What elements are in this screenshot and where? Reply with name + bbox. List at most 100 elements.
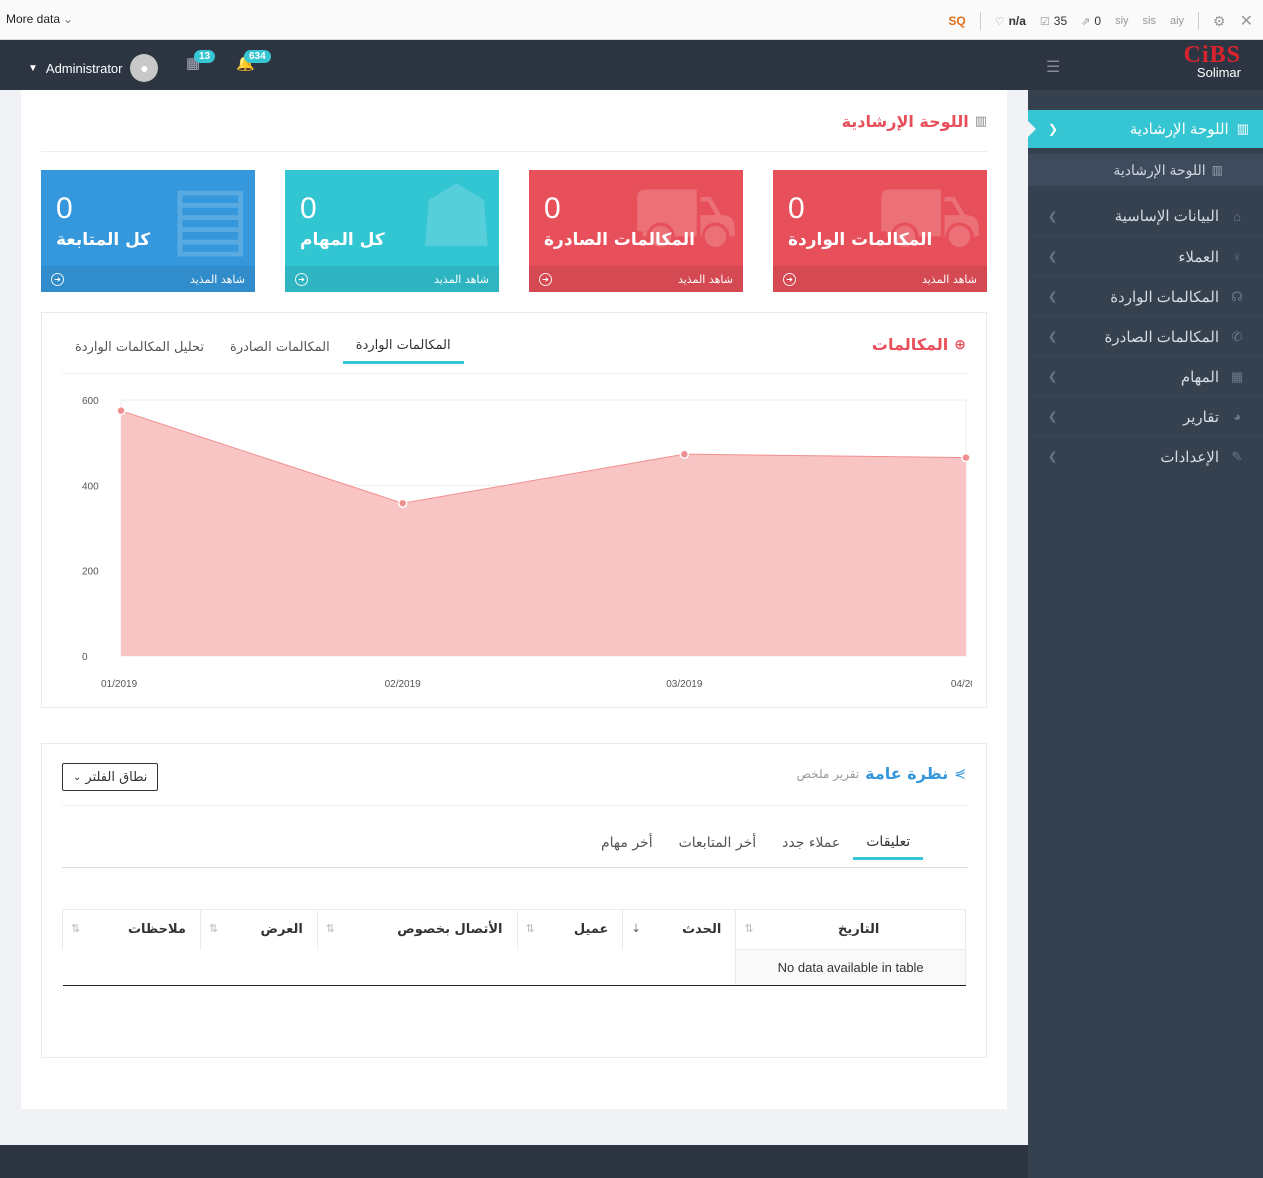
sidebar-item-basic-data[interactable]: ❮ البيانات الإساسية ⌂: [1028, 196, 1263, 236]
chevron-left-icon: ❮: [1048, 251, 1058, 263]
stat-label: كل المتابعة: [56, 230, 151, 250]
x-tick-label: 01/2019: [101, 679, 138, 690]
avatar[interactable]: ●: [130, 54, 159, 82]
x-tick-label: 04/2019: [951, 679, 972, 690]
tab-outgoing-calls[interactable]: المكالمات الصادرة: [230, 339, 330, 355]
stat-value: 0: [544, 192, 561, 225]
y-tick-label: 0: [82, 652, 88, 663]
overview-panel: تقرير ملخص نظرة عامة ⋞ ⌄ نطاق الفلتر أخر…: [41, 743, 987, 1058]
bar-chart-icon: ▥: [974, 114, 987, 129]
stat-card-all-followups[interactable]: ▤ 0 كل المتابعة ➜ شاهد المذيد: [41, 170, 255, 292]
user-name: Administrator: [45, 60, 123, 76]
tasks-badge: 13: [194, 50, 216, 63]
see-more-link[interactable]: ➜ شاهد المذيد: [529, 266, 743, 292]
tab-new-customers[interactable]: عملاء جدد: [782, 835, 841, 851]
tasks-button[interactable]: ▦ 13: [186, 50, 216, 72]
chart-point[interactable]: [397, 498, 408, 509]
seo-metric-aiy[interactable]: aiy: [1169, 15, 1185, 27]
seo-metric-index[interactable]: ☑ 35: [1039, 14, 1068, 28]
filter-range-button[interactable]: ⌄ نطاق الفلتر: [62, 763, 159, 791]
chart-line: [120, 410, 967, 504]
sidebar-item-dashboard[interactable]: ❯ اللوحة الإرشادية ▥: [1028, 110, 1263, 148]
chart-point[interactable]: [961, 452, 971, 463]
page-title: اللوحة الإرشادية ▥: [841, 112, 987, 131]
chevron-left-icon: ❯: [1048, 122, 1059, 136]
stat-value: 0: [56, 192, 73, 225]
tab-latest-followups[interactable]: أخر المتابعات: [678, 835, 757, 851]
see-more-link[interactable]: ➜ شاهد المذيد: [773, 266, 987, 292]
stat-card-all-tasks[interactable]: ☗ 0 كل المهام ➜ شاهد المذيد: [285, 170, 499, 292]
divider: [979, 12, 981, 30]
column-header-customer[interactable]: ⇅ عميل: [516, 909, 623, 950]
stat-card-incoming-calls[interactable]: ⛟ 0 المكالمات الواردة ➜ شاهد المذيد: [773, 170, 987, 292]
seo-metric-rank[interactable]: ♡ n/a: [994, 14, 1026, 28]
overview-heading: نظرة عامة: [865, 764, 949, 783]
close-icon[interactable]: ✕: [1239, 13, 1253, 30]
menu-toggle-icon[interactable]: ☰: [1046, 59, 1061, 76]
chart-area: [121, 410, 966, 656]
tab-incoming-calls[interactable]: المكالمات الواردة: [342, 330, 464, 364]
user-menu[interactable]: ▼ Administrator ●: [28, 54, 159, 82]
sidebar: ❯ اللوحة الإرشادية ▥ اللوحة الإرشادية ▥ …: [1028, 90, 1263, 1178]
stat-label: كل المهام: [300, 230, 385, 250]
sidebar-subitem-dashboard[interactable]: اللوحة الإرشادية ▥: [1028, 154, 1263, 186]
chart-point[interactable]: [679, 449, 690, 459]
calls-panel: المكالمات ⊕ تحليل المكالمات الواردة المك…: [41, 312, 987, 708]
active-notch: [1028, 121, 1036, 137]
chevron-left-icon: ❮: [1048, 451, 1058, 463]
see-more-link[interactable]: ➜ شاهد المذيد: [285, 266, 499, 292]
stat-value: 0: [788, 192, 805, 225]
y-tick-label: 400: [82, 481, 99, 492]
sort-desc-icon: ⇣: [631, 922, 641, 935]
chevron-left-icon: ❮: [1048, 411, 1058, 423]
seo-metric-links[interactable]: ⇗ 0: [1081, 14, 1102, 28]
divider: [62, 867, 968, 868]
seo-toolbar: More data ⌄ SQ ♡ n/a ☑ 35 ⇗ 0 siy sis aiy ⚙ …: [0, 0, 1263, 40]
phone-icon: ✆: [1231, 328, 1243, 344]
sidebar-item-settings[interactable]: ❮ الإعدادات ✎: [1028, 436, 1263, 476]
overview-title: تقرير ملخص نظرة عامة ⋞: [797, 764, 967, 783]
sort-icon: ⇅: [325, 922, 336, 935]
chevron-left-icon: ❮: [1048, 291, 1058, 303]
wrench-icon: ✎: [1231, 448, 1243, 464]
chevron-left-icon: ❮: [1048, 371, 1058, 383]
notifications-button[interactable]: 🔔 634: [236, 50, 271, 72]
chart-point[interactable]: [116, 405, 126, 416]
column-header-contact-about[interactable]: ⇅ الأتصال بخصوص: [316, 909, 518, 950]
tab-latest-tasks[interactable]: أخر مهام: [601, 835, 653, 851]
seo-metric-siy[interactable]: siy: [1115, 15, 1129, 27]
divider: [62, 805, 968, 806]
globe-icon: ⊕: [954, 336, 966, 353]
column-header-date[interactable]: ⇅ التاريخ: [735, 909, 966, 950]
logo[interactable]: CiBS Solimar: [1184, 42, 1241, 80]
tab-incoming-analysis[interactable]: تحليل المكالمات الواردة: [75, 339, 205, 355]
bar-chart-icon: ▥: [1211, 163, 1223, 177]
calls-area-chart: 0 200 400 600 01/2019 02/2019 03/2019 04/2019: [82, 396, 972, 690]
notifications-badge: 634: [244, 50, 271, 63]
index-icon: ☑: [1039, 15, 1050, 28]
stat-value: 0: [300, 192, 317, 225]
see-more-link[interactable]: ➜ شاهد المذيد: [41, 266, 255, 292]
empty-table-message: No data available in table: [735, 949, 966, 986]
sidebar-item-incoming-calls[interactable]: ❮ المكالمات الواردة ☊: [1028, 276, 1263, 316]
table-header-row: ⇅ ملاحظات ⇅ العرض ⇅ الأتصال بخصوص ⇅ عميل ⇣ ال…: [62, 909, 966, 950]
seo-metric-sis[interactable]: sis: [1142, 15, 1156, 27]
sq-icon[interactable]: SQ: [948, 14, 966, 28]
stat-card-outgoing-calls[interactable]: ⛟ 0 المكالمات الصادرة ➜ شاهد المذيد: [529, 170, 743, 292]
column-header-event[interactable]: ⇣ الحدث: [622, 909, 736, 950]
arrow-right-circle-icon: ➜: [783, 272, 796, 286]
gear-icon[interactable]: ⚙: [1213, 12, 1226, 29]
column-header-offer[interactable]: ⇅ العرض: [199, 909, 318, 950]
sidebar-item-outgoing-calls[interactable]: ❮ المكالمات الصادرة ✆: [1028, 316, 1263, 356]
data-table: ⇅ ملاحظات ⇅ العرض ⇅ الأتصال بخصوص ⇅ عميل ⇣ ال…: [62, 909, 966, 986]
tab-comments[interactable]: تعليقات: [853, 826, 924, 860]
sidebar-item-reports[interactable]: ❮ تقارير ◕: [1028, 396, 1263, 436]
chevron-left-icon: ❮: [1048, 210, 1058, 223]
logo-subtitle: Solimar: [1196, 65, 1241, 80]
sidebar-item-customers[interactable]: ❮ العملاء ♀: [1028, 236, 1263, 276]
column-header-notes[interactable]: ⇅ ملاحظات: [62, 909, 201, 950]
more-data-dropdown[interactable]: More data ⌄: [6, 12, 73, 26]
sidebar-item-tasks[interactable]: ❮ المهام ▦: [1028, 356, 1263, 396]
x-tick-label: 03/2019: [666, 679, 703, 690]
chevron-down-icon: ⌄: [73, 771, 82, 783]
